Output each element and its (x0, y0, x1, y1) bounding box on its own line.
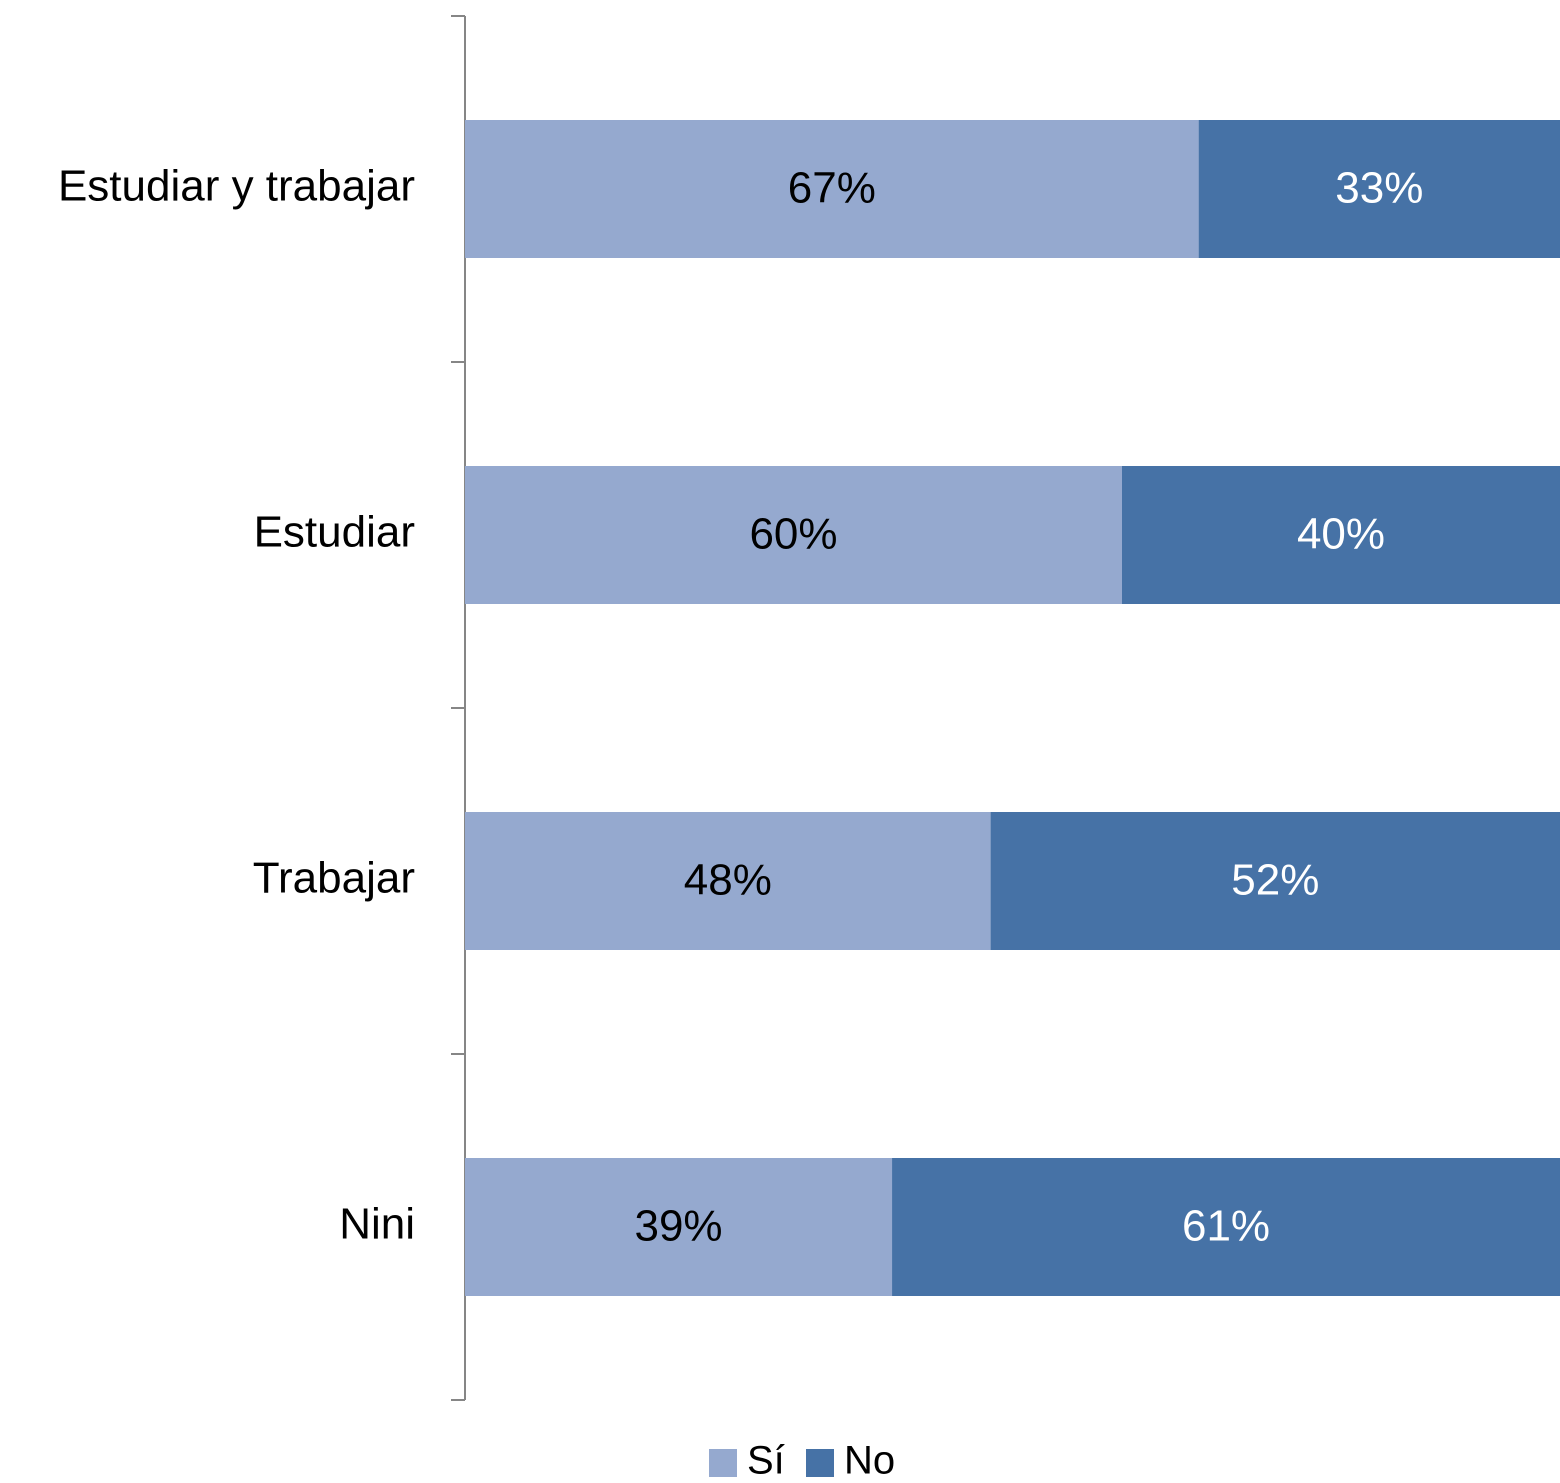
bar-segment-si (465, 120, 1199, 258)
bar-segment-si (465, 1158, 893, 1296)
legend: Sí No (709, 1439, 895, 1483)
labels: Estudiar y trabajar 67% 33% Estudiar 60% 40% T… (58, 162, 1423, 1251)
bar-segment-no (1122, 466, 1560, 604)
data-label: 48% (684, 856, 772, 905)
category-label: Estudiar y trabajar (58, 162, 415, 211)
data-label: 33% (1335, 164, 1423, 213)
bar-segment-no (892, 1158, 1560, 1296)
category-label: Estudiar (254, 508, 415, 557)
legend-label: No (844, 1439, 895, 1483)
legend-swatch (806, 1449, 834, 1477)
legend-swatch (709, 1449, 737, 1477)
data-label: 67% (788, 164, 876, 213)
bars (465, 120, 1560, 1296)
bar-segment-no (1198, 120, 1560, 258)
data-label: 39% (634, 1202, 722, 1251)
y-axis (451, 15, 466, 1401)
legend-label: Sí (747, 1439, 785, 1483)
data-label: 60% (749, 510, 837, 559)
data-label: 40% (1297, 510, 1385, 559)
bar-segment-si (465, 812, 991, 950)
data-label: 61% (1182, 1202, 1270, 1251)
data-label: 52% (1231, 856, 1319, 905)
bar-segment-no (990, 812, 1560, 950)
category-label: Trabajar (253, 854, 415, 903)
category-label: Nini (339, 1200, 415, 1249)
bar-segment-si (465, 466, 1122, 604)
